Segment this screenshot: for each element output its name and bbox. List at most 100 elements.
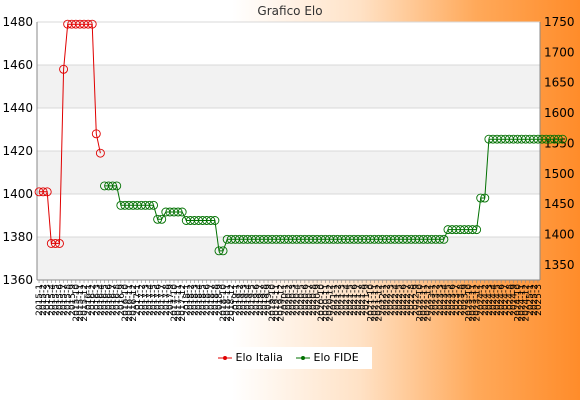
x-tick-label: 2023-4 [440, 284, 450, 316]
x-tick-label: 2023-5 [444, 284, 454, 316]
x-tick-label: 2023-11 [469, 284, 479, 322]
x-tick-label: 2018-10 [219, 284, 229, 322]
x-tick-label: 2023-8 [456, 284, 466, 316]
x-tick-label: 2024-1 [477, 284, 487, 316]
data-point-elo-italia [38, 187, 48, 197]
x-tick-label: 2018-7 [207, 284, 217, 316]
right-tick-label: 1450 [544, 197, 575, 211]
x-tick-label: 2017-3 [141, 284, 151, 316]
x-tick-label: 2020-3 [289, 284, 299, 316]
data-point-elo-fide [145, 200, 154, 210]
x-tick-label: 2023-9 [460, 284, 470, 316]
x-tick-label: 2015-11 [76, 284, 86, 322]
x-tick-label: 2022-2 [383, 284, 393, 316]
x-tick-label: 2020-2 [285, 284, 295, 316]
left-tick-label: 1460 [2, 58, 33, 72]
left-tick-label: 1420 [2, 144, 33, 158]
right-tick-label: 1700 [544, 45, 575, 59]
data-point-elo-fide [553, 134, 563, 144]
right-tick-label: 1400 [544, 227, 575, 241]
legend: Elo Italia Elo FIDE [212, 347, 372, 369]
chart-title: Grafico Elo [257, 4, 322, 18]
x-tick-label: 2018-4 [195, 284, 205, 316]
x-tick-label: 2019-1 [231, 284, 241, 316]
data-point-elo-fide [206, 216, 216, 225]
x-tick-label: 2019-10 [268, 284, 278, 322]
data-point-elo-fide [480, 193, 490, 203]
x-tick-label: 2016-1 [84, 284, 94, 316]
data-point-elo-fide [558, 134, 567, 144]
x-tick-label: 2015-8 [64, 284, 74, 316]
x-tick-label: 2022-1 [379, 284, 389, 316]
x-tick-label: 2022-9 [411, 284, 421, 316]
x-tick-label: 2023-3 [436, 284, 446, 316]
x-tick-label: 2024-5 [493, 284, 503, 316]
x-tick-label: 2023-10 [464, 284, 474, 322]
x-tick-label: 2018-2 [186, 284, 196, 316]
data-point-elo-fide [210, 216, 220, 225]
left-tick-label: 1400 [2, 187, 33, 201]
x-tick-label: 2022-6 [399, 284, 409, 316]
data-point-elo-italia [83, 19, 93, 29]
x-tick-label: 2016-3 [92, 284, 102, 316]
x-tick-label: 2016-4 [96, 284, 106, 316]
x-tick-label: 2018-3 [190, 284, 200, 316]
data-point-elo-fide [173, 207, 183, 217]
x-tick-label: 2021-3 [338, 284, 348, 316]
x-tick-label: 2017-1 [133, 284, 143, 316]
x-tick-label: 2019-7 [256, 284, 266, 316]
x-tick-label: 2015-10 [72, 284, 82, 322]
x-tick-label: 2020-1 [280, 284, 290, 316]
x-tick-label: 2023-2 [432, 284, 442, 316]
x-tick-label: 2019-5 [248, 284, 258, 316]
legend-label-italia: Elo Italia [235, 351, 283, 364]
data-point-elo-fide [108, 181, 118, 191]
data-point-elo-fide [218, 246, 228, 256]
right-tick-label: 1600 [544, 106, 575, 120]
x-tick-label: 2021-2 [334, 284, 344, 316]
legend-item-italia: Elo Italia [218, 351, 283, 364]
x-tick-label: 2020-4 [293, 284, 303, 316]
x-tick-label: 2016-12 [129, 284, 139, 322]
x-tick-label: 2022-10 [415, 284, 425, 322]
x-tick-label: 2019-8 [260, 284, 270, 316]
x-tick-label: 2018-11 [223, 284, 233, 322]
data-point-elo-fide [472, 225, 482, 235]
x-tick-label: 2021-10 [366, 284, 376, 322]
x-tick-label: 2023-7 [452, 284, 462, 316]
x-tick-label: 2020-9 [313, 284, 323, 316]
x-tick-label: 2015-12 [80, 284, 90, 322]
data-point-elo-fide [177, 207, 187, 217]
x-tick-label: 2024-8 [505, 284, 515, 316]
x-tick-label: 2019-4 [244, 284, 254, 316]
data-point-elo-fide [112, 181, 122, 191]
x-tick-label: 2022-4 [391, 284, 401, 316]
data-point-elo-fide [476, 193, 486, 203]
x-tick-label: 2024-12 [522, 284, 532, 322]
x-tick-label: 2018-12 [227, 284, 237, 322]
x-tick-label: 2016-8 [113, 284, 123, 316]
x-tick-label: 2024-3 [485, 284, 495, 316]
series-line-elo-italia [39, 23, 101, 244]
x-tick-label: 2018-9 [215, 284, 225, 316]
x-tick-label: 2017-9 [166, 284, 176, 316]
right-tick-label: 1500 [544, 167, 575, 181]
x-tick-label: 2019-6 [252, 284, 262, 316]
x-tick-label: 2022-12 [424, 284, 434, 322]
x-tick-label: 2018-1 [182, 284, 192, 316]
x-tick-label: 2019-11 [272, 284, 282, 322]
x-tick-label: 2019-9 [264, 284, 274, 316]
x-tick-label: 2019-2 [235, 284, 245, 316]
right-tick-label: 1350 [544, 258, 575, 272]
x-tick-label: 2017-8 [162, 284, 172, 316]
x-tick-label: 2022-8 [407, 284, 417, 316]
x-tick-label: 2018-5 [199, 284, 209, 316]
data-point-elo-fide [468, 225, 477, 235]
data-point-elo-fide [157, 214, 167, 224]
x-tick-label: 2022-11 [419, 284, 429, 322]
x-tick-label: 2021-7 [354, 284, 364, 316]
data-point-elo-italia [42, 187, 52, 197]
left-tick-label: 1480 [2, 15, 33, 29]
